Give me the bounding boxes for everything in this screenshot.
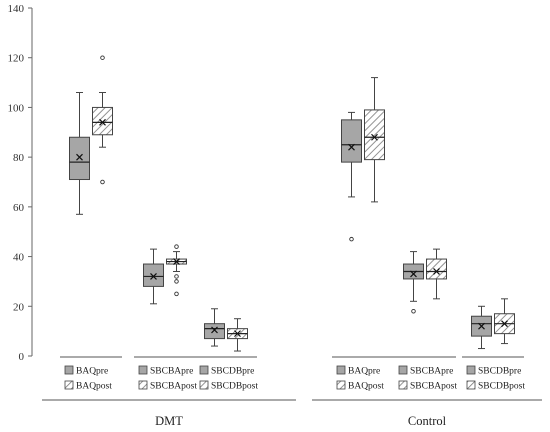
- box-SBCBApre: [143, 248, 164, 305]
- group-dmt: BAQpre BAQpost SBCBApre SBCBApost SBCDBpre SB…: [42, 356, 296, 428]
- mean-marker: [433, 268, 440, 275]
- mean-marker: [501, 320, 508, 328]
- outlier-point: [100, 179, 105, 185]
- box-SBCBApost: [426, 248, 447, 300]
- y-tick-label: 0: [19, 351, 25, 363]
- mean-marker: [234, 330, 241, 338]
- mean-marker: [371, 133, 378, 141]
- box-BAQpre: [341, 111, 362, 242]
- legend-label-pre: SBCDBpre: [478, 367, 521, 377]
- mean-marker: [150, 273, 157, 280]
- box-iqr: [69, 136, 90, 181]
- legend-swatch-pre: [199, 365, 209, 375]
- box-iqr: [341, 119, 362, 163]
- y-tick-label: 120: [8, 53, 25, 65]
- box-SBCDBpre: [471, 305, 492, 350]
- y-tick-label: 20: [13, 301, 25, 313]
- group-label: DMT: [155, 414, 183, 428]
- legend-label-post: SBCDBpost: [211, 382, 258, 392]
- box-iqr: [143, 263, 164, 287]
- box-BAQpost: [364, 77, 385, 203]
- legend-label-pre: BAQpre: [348, 367, 380, 377]
- box-SBCBApost: [166, 244, 187, 297]
- legend-swatch-post: [64, 380, 74, 390]
- outlier-point: [349, 236, 354, 242]
- y-tick-label: 140: [8, 3, 25, 15]
- box-SBCBApre: [403, 251, 424, 314]
- legend-label-post: BAQpost: [76, 382, 112, 392]
- mean-marker: [348, 143, 355, 151]
- legend-label-pre: BAQpre: [76, 367, 108, 377]
- legend-area: BAQpre BAQpost SBCBApre SBCBApost SBCDBpre SB…: [42, 356, 542, 428]
- legend-label-post: SBCBApost: [150, 382, 197, 392]
- outlier-point: [174, 244, 179, 249]
- legend-label-pre: SBCBApre: [150, 367, 193, 377]
- mean-marker: [99, 118, 106, 126]
- legend-swatch-pre: [466, 365, 476, 375]
- mean-marker: [410, 270, 417, 278]
- legend-label-post: SBCDBpost: [478, 382, 525, 392]
- y-axis: 0 20 40 60 80 100 120 140: [8, 3, 33, 363]
- box-SBCDBpost: [494, 298, 515, 345]
- legend-label-post: BAQpost: [348, 382, 384, 392]
- mean-marker: [211, 326, 218, 334]
- box-iqr: [204, 323, 225, 340]
- box-iqr: [364, 109, 385, 161]
- box-SBCDBpost: [227, 318, 248, 352]
- legend-label-pre: SBCDBpre: [211, 367, 254, 377]
- box-BAQpre: [69, 92, 90, 215]
- legend-swatch-post: [398, 380, 408, 390]
- mean-marker: [478, 322, 485, 330]
- legend-swatch-post: [199, 380, 209, 390]
- y-tick-label: 40: [13, 252, 25, 264]
- outlier-point: [174, 291, 179, 297]
- y-tick-label: 100: [8, 102, 25, 114]
- legend-swatch-post: [336, 380, 346, 390]
- outlier-point: [411, 309, 416, 314]
- outlier-point: [174, 279, 179, 284]
- y-tick-label: 60: [13, 202, 25, 214]
- legend-swatch-post: [138, 380, 148, 390]
- legend-label-post: SBCBApost: [410, 382, 457, 392]
- group-label: Control: [408, 414, 447, 428]
- box-SBCDBpre: [204, 308, 225, 347]
- legend-swatch-post: [466, 380, 476, 390]
- y-tick-label: 80: [13, 152, 25, 164]
- outlier-point: [174, 274, 179, 279]
- group-control: BAQpre BAQpost SBCBApre SBCBApost SBCDBpre SB…: [312, 356, 542, 428]
- legend-swatch-pre: [64, 365, 74, 375]
- outlier-point: [100, 55, 105, 60]
- box-BAQpost: [92, 55, 113, 185]
- legend-swatch-pre: [336, 365, 346, 375]
- mean-marker: [76, 153, 83, 161]
- box-iqr: [426, 258, 447, 280]
- box-iqr: [92, 106, 113, 136]
- legend-swatch-pre: [138, 365, 148, 375]
- mean-marker: [173, 258, 180, 265]
- legend-swatch-pre: [398, 365, 408, 375]
- legend-label-pre: SBCBApre: [410, 367, 453, 377]
- plot-area: [69, 55, 515, 352]
